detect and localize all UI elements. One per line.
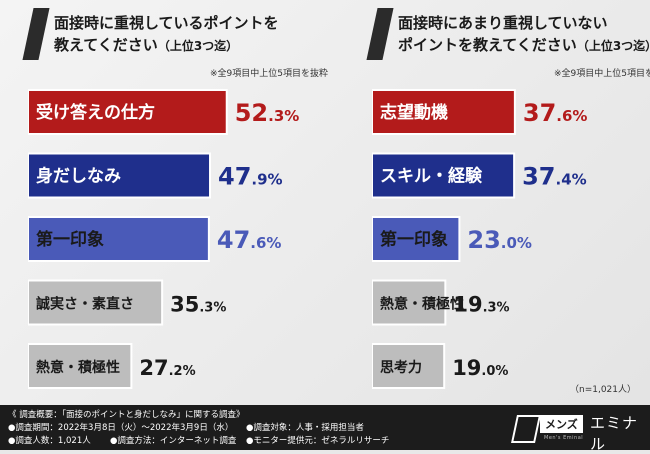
bar-label: 志望動機 xyxy=(380,102,448,123)
bar-label: 身だしなみ xyxy=(36,166,121,187)
bar xyxy=(372,89,516,135)
value-label: 37.6% xyxy=(523,99,588,127)
left-note: ※全9項目中上位5項目を抜粋 xyxy=(210,69,328,79)
bar xyxy=(372,343,446,389)
survey-overview: 《 調査概要：「面接のポイントと身だしなみ」に関する調査》 xyxy=(8,410,245,420)
left-chart-title: 面接時に重視しているポイントを 教えてください（上位3つ迄） xyxy=(54,14,279,54)
value-label: 19.0% xyxy=(452,356,508,380)
mens-eminal-logo: メンズ エミナル Men's Eminal xyxy=(511,411,640,453)
value-integer: 47 xyxy=(217,226,250,254)
chart-area: 面接時に重視しているポイントを 教えてください（上位3つ迄） ※全9項目中上位5… xyxy=(0,0,650,405)
value-decimal: .6% xyxy=(250,234,281,252)
bar xyxy=(28,89,228,135)
left-bar-chart: 受け答えの仕方 52.3%身だしなみ 47.9%第一印象 47.6%誠実さ・素直さ 35… xyxy=(28,89,300,389)
logo-eminal: エミナル xyxy=(590,414,639,453)
value-integer: 27 xyxy=(139,356,168,380)
header-slash-decoration xyxy=(22,8,50,60)
bar-label: 思考力 xyxy=(380,359,422,376)
bar-label: 第一印象 xyxy=(36,229,104,250)
right-chart-title: 面接時にあまり重視していない ポイントを教えてください（上位3つ迄） xyxy=(398,12,650,57)
value-label: 23.0% xyxy=(467,226,532,254)
bar-label: 誠実さ・素直さ xyxy=(36,296,134,313)
survey-method: ●調査方法：インターネット調査 xyxy=(110,436,237,446)
bar-label: 第一印象 xyxy=(380,229,448,250)
bar-group: 身だしなみ 47.9% xyxy=(28,152,283,199)
value-decimal: .2% xyxy=(169,364,196,379)
bar xyxy=(28,216,210,262)
bar-label: 熱意・積極性 xyxy=(36,359,120,376)
value-integer: 23 xyxy=(467,226,500,254)
survey-period: ●調査期間：2022年3月8日（火）〜2022年3月9日（水） xyxy=(8,423,234,433)
bar-group: 第一印象 47.6% xyxy=(28,216,282,262)
value-decimal: .4% xyxy=(556,171,587,189)
right-header: 面接時にあまり重視していない ポイントを教えてください（上位3つ迄） xyxy=(366,8,650,60)
survey-count: ●調査人数：1,021人 xyxy=(8,436,91,446)
bar-group: スキル・経験 37.4% xyxy=(372,152,587,199)
bar-group: 誠実さ・素直さ 35.3% xyxy=(28,279,226,326)
bar-label: 熱意・積極性 xyxy=(380,296,464,313)
value-label: 19.3% xyxy=(453,293,509,317)
value-decimal: .3% xyxy=(483,301,510,316)
value-integer: 37 xyxy=(522,163,555,191)
value-label: 27.2% xyxy=(139,356,195,380)
bar-group: 受け答えの仕方 52.3% xyxy=(28,89,300,135)
value-label: 37.4% xyxy=(522,163,587,191)
survey-provider: ●モニター提供元：ゼネラルリサーチ xyxy=(246,436,390,446)
bar xyxy=(372,216,461,262)
bar xyxy=(28,279,164,326)
header-slash-decoration xyxy=(366,8,394,60)
value-decimal: .0% xyxy=(481,364,508,379)
bar xyxy=(372,152,516,199)
right-title-paren: （上位3つ迄） xyxy=(576,39,650,53)
survey-target: ●調査対象：人事・採用担当者 xyxy=(246,423,364,433)
bar-label: 受け答えの仕方 xyxy=(36,102,155,123)
sample-size: （n=1,021人） xyxy=(569,385,636,395)
left-header: 面接時に重視しているポイントを 教えてください（上位3つ迄） xyxy=(22,8,328,60)
value-label: 47.6% xyxy=(217,226,282,254)
value-integer: 35 xyxy=(170,293,199,317)
logo-sub: Men's Eminal xyxy=(544,435,584,441)
logo-mark-icon xyxy=(511,415,541,443)
bar-label: スキル・経験 xyxy=(380,166,483,187)
bar-group: 熱意・積極性 27.2% xyxy=(28,343,196,389)
value-decimal: .6% xyxy=(556,107,587,125)
bar xyxy=(372,279,447,326)
bar-group: 第一印象 23.0% xyxy=(372,216,532,262)
bar xyxy=(28,152,212,199)
value-decimal: .0% xyxy=(501,234,532,252)
value-label: 47.9% xyxy=(218,163,283,191)
right-bar-chart: 志望動機 37.6%スキル・経験 37.4%第一印象 23.0%熱意・積極性19.3%… xyxy=(372,89,588,389)
value-decimal: .9% xyxy=(251,171,282,189)
bar-group: 志望動機 37.6% xyxy=(372,89,588,135)
value-decimal: .3% xyxy=(199,301,226,316)
value-integer: 19 xyxy=(453,293,482,317)
bar xyxy=(28,343,133,389)
footer: 《 調査概要：「面接のポイントと身だしなみ」に関する調査》 ●調査期間：2022… xyxy=(0,405,650,453)
bar-group: 思考力 19.0% xyxy=(372,343,508,389)
value-label: 35.3% xyxy=(170,293,226,317)
value-integer: 37 xyxy=(523,99,556,127)
value-decimal: .3% xyxy=(268,107,299,125)
logo-mens: メンズ xyxy=(540,415,583,433)
right-panel: 面接時にあまり重視していない ポイントを教えてください（上位3つ迄） ※全9項目… xyxy=(366,0,650,405)
value-integer: 47 xyxy=(218,163,251,191)
value-integer: 52 xyxy=(235,99,268,127)
left-title-paren: （上位3つ迄） xyxy=(157,39,239,53)
value-integer: 19 xyxy=(452,356,481,380)
left-panel: 面接時に重視しているポイントを 教えてください（上位3つ迄） ※全9項目中上位5… xyxy=(22,0,328,405)
value-label: 52.3% xyxy=(235,99,300,127)
right-note: ※全9項目中上位5項目を抜粋 xyxy=(554,69,650,79)
